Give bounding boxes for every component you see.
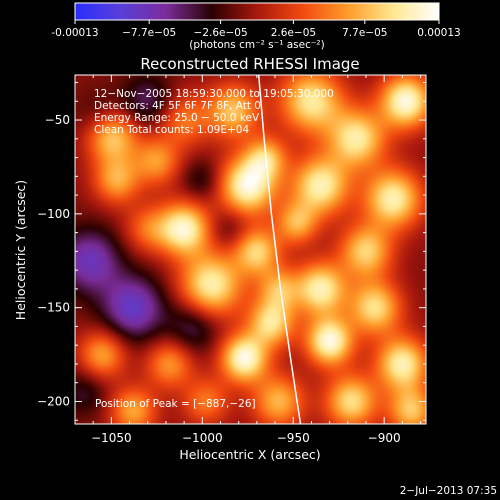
colorbar-tick-label: 0.00013: [417, 27, 460, 39]
colorbar: -0.00013 −7.7e−05 −2.6e−05 2.6e−05 7.7e−05 0.…: [51, 2, 461, 51]
info-text: 12−Nov−2005 18:59:30.000 to 19:05:30.000…: [94, 88, 334, 136]
footer-date: 2−Jul−2013 07:35: [400, 485, 497, 497]
colorbar-ticks: [74, 20, 440, 24]
plot-area: −1050 −1000 −950 −900 −50 −100 −150 −200: [37, 74, 427, 445]
x-tick-label: −1050: [91, 431, 132, 445]
x-tick-label: −900: [368, 431, 401, 445]
y-tick-label: −150: [37, 301, 70, 315]
y-axis-ticks: −50 −100 −150 −200: [37, 82, 426, 421]
x-axis-ticks: −1050 −1000 −950 −900: [91, 75, 422, 445]
x-axis-label: Heliocentric X (arcsec): [179, 447, 320, 462]
y-tick-label: −200: [37, 394, 70, 408]
x-tick-label: −950: [277, 431, 310, 445]
y-tick-label: −100: [37, 207, 70, 221]
colorbar-tick-label: −2.6e−05: [194, 27, 248, 39]
colorbar-units: (photons cm⁻² s⁻¹ asec⁻²): [189, 39, 324, 51]
colorbar-tick-label: 7.7e−05: [342, 27, 387, 39]
colorbar-tick-labels: -0.00013 −7.7e−05 −2.6e−05 2.6e−05 7.7e−05 0.…: [51, 27, 460, 39]
colorbar-tick-label: 2.6e−05: [271, 27, 316, 39]
info-line: Energy Range: 25.0 − 50.0 keV: [94, 112, 260, 124]
peak-position-label: Position of Peak = [−887,−26]: [95, 398, 256, 410]
info-line: Detectors: 4F 5F 6F 7F 8F, Att 0: [94, 100, 261, 112]
colorbar-gradient: [74, 2, 440, 21]
x-tick-label: −1000: [182, 431, 223, 445]
colorbar-tick-label: −7.7e−05: [122, 27, 176, 39]
info-line: 12−Nov−2005 18:59:30.000 to 19:05:30.000: [94, 88, 334, 100]
y-tick-label: −50: [45, 113, 70, 127]
y-axis-label: Heliocentric Y (arcsec): [13, 180, 28, 320]
plot-frame: [74, 74, 427, 425]
heatmap-image: [75, 75, 426, 424]
solar-limb-line: [257, 75, 302, 424]
colorbar-tick-label: -0.00013: [51, 27, 98, 39]
chart-title: Reconstructed RHESSI Image: [140, 55, 359, 73]
info-line: Clean Total counts: 1.09E+04: [94, 124, 249, 136]
